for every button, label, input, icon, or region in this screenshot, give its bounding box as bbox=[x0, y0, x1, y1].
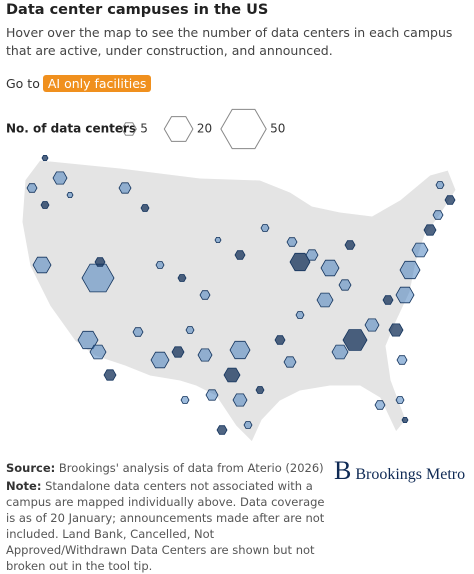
campus-hex bbox=[320, 259, 340, 277]
title: Data center campuses in the US bbox=[6, 2, 269, 18]
campus-hex bbox=[26, 183, 38, 193]
campus-hex bbox=[344, 240, 356, 250]
source-text: Brookings' analysis of data from Aterio … bbox=[58, 461, 324, 475]
campus-hex bbox=[140, 204, 150, 212]
legend-hex bbox=[220, 108, 267, 150]
campus-hex bbox=[150, 351, 170, 369]
campus-hex bbox=[423, 224, 437, 236]
campus-hex bbox=[214, 236, 222, 244]
note: Note: Standalone data centers not associ… bbox=[6, 478, 336, 574]
campus-hex bbox=[289, 252, 311, 272]
campus-hex bbox=[229, 340, 251, 360]
campus-hex bbox=[66, 191, 74, 199]
note-label: Note: bbox=[6, 479, 42, 493]
campus-hex bbox=[305, 249, 319, 261]
logo-mark: B bbox=[334, 456, 352, 485]
campus-hex bbox=[185, 326, 195, 334]
page: Data center campuses in the US Hover ove… bbox=[6, 2, 466, 573]
campus-hex bbox=[396, 355, 408, 365]
campus-hex bbox=[444, 195, 456, 205]
source-label: Source: bbox=[6, 461, 56, 475]
legend-label: 5 bbox=[140, 122, 148, 136]
campus-hex bbox=[205, 389, 219, 401]
campus-hex bbox=[89, 344, 107, 360]
campus-hex bbox=[255, 386, 265, 394]
campus-hex bbox=[132, 327, 144, 337]
subtitle: Hover over the map to see the number of … bbox=[6, 25, 453, 58]
campus-hex bbox=[395, 396, 405, 404]
campus-layer[interactable] bbox=[26, 154, 456, 435]
campus-hex bbox=[94, 257, 106, 267]
map: No. of data centers 5 20 50 bbox=[6, 108, 457, 443]
nav-button[interactable]: AI only facilities bbox=[42, 75, 152, 92]
campus-hex bbox=[171, 346, 185, 358]
campus-hex bbox=[374, 400, 386, 410]
campus-hex bbox=[435, 181, 445, 189]
campus-hex bbox=[32, 256, 52, 274]
campus-hex bbox=[155, 261, 165, 269]
campus-hex bbox=[342, 329, 368, 351]
nav-prefix: Go to bbox=[6, 76, 40, 91]
campus-hex bbox=[41, 154, 49, 162]
campus-hex bbox=[316, 292, 334, 308]
campus-hex bbox=[52, 171, 68, 185]
campus-hex bbox=[388, 323, 404, 337]
campus-hex bbox=[197, 348, 213, 362]
campus-hex bbox=[286, 237, 298, 247]
legend-label: 50 bbox=[270, 122, 285, 136]
campus-hex bbox=[331, 344, 349, 360]
campus-hex bbox=[118, 182, 132, 194]
legend-title: No. of data centers bbox=[6, 122, 136, 136]
campus-hex bbox=[283, 356, 297, 368]
legend-hex bbox=[121, 122, 137, 136]
campus-hex bbox=[260, 224, 270, 232]
campus-hex bbox=[216, 425, 228, 435]
campus-hex bbox=[223, 367, 241, 383]
campus-hex bbox=[243, 421, 253, 429]
campus-hex bbox=[338, 279, 352, 291]
source: Source: Brookings' analysis of data from… bbox=[6, 460, 336, 476]
campus-hex bbox=[364, 318, 380, 332]
campus-hex bbox=[103, 369, 117, 381]
campus-hex bbox=[411, 242, 429, 258]
campus-hex bbox=[432, 210, 444, 220]
campus-hex bbox=[274, 335, 286, 345]
campus-hex bbox=[81, 263, 115, 293]
campus-hex bbox=[40, 201, 50, 209]
campus-hex bbox=[395, 286, 415, 304]
campus-hex bbox=[232, 393, 248, 407]
campus-hex bbox=[399, 260, 421, 280]
logo: B Brookings Metro bbox=[334, 456, 465, 486]
legend-label: 20 bbox=[197, 122, 212, 136]
campus-hex bbox=[295, 311, 305, 319]
campus-hex bbox=[180, 396, 190, 404]
nav: Go to AI only facilities bbox=[6, 75, 152, 92]
legend-hex bbox=[163, 116, 194, 142]
logo-text: Brookings Metro bbox=[355, 466, 466, 483]
campus-hex bbox=[199, 290, 211, 300]
campus-hex bbox=[234, 250, 246, 260]
campus-hex bbox=[177, 274, 187, 282]
note-text: Standalone data centers not associated w… bbox=[6, 479, 325, 573]
campus-hex bbox=[401, 416, 409, 424]
campus-hex bbox=[382, 295, 394, 305]
us-outline bbox=[21, 159, 457, 443]
